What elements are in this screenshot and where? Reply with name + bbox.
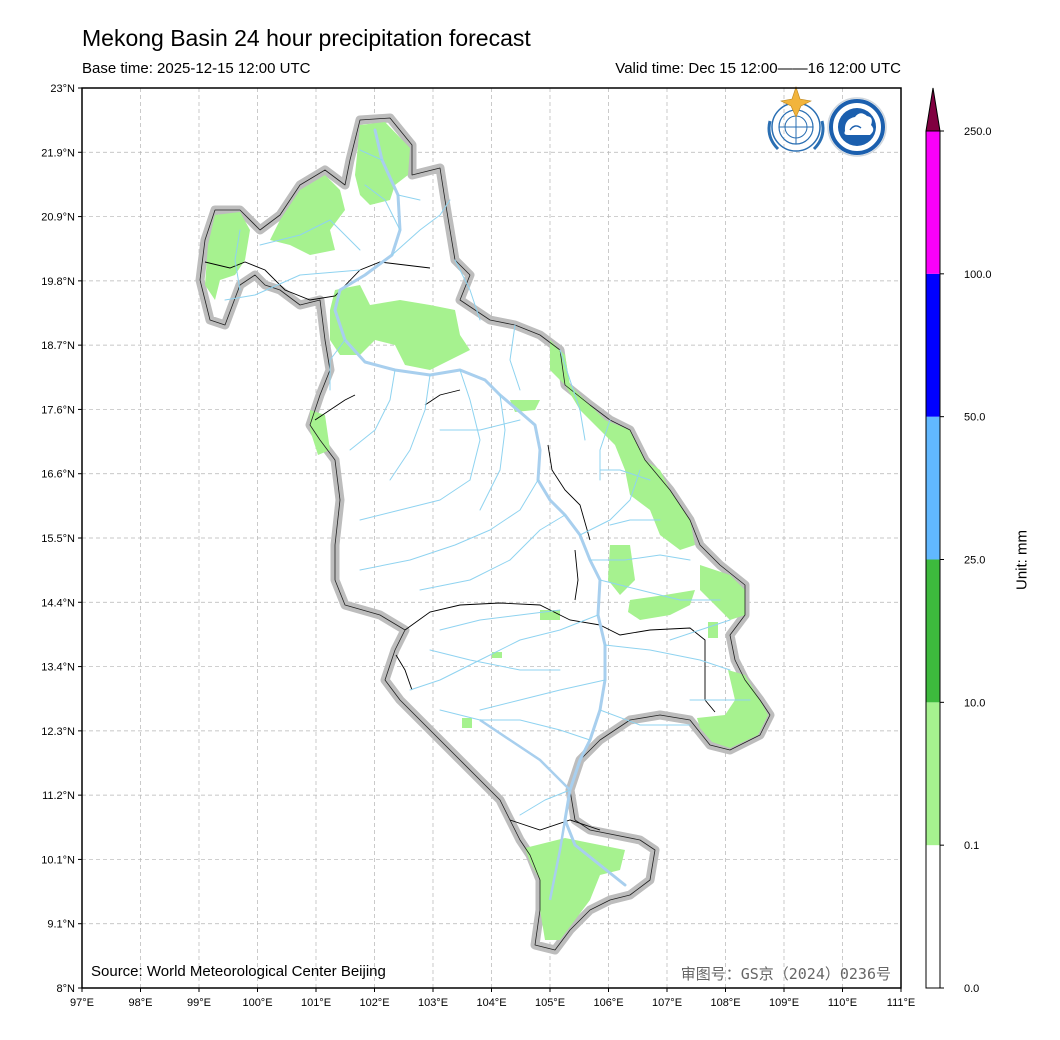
tributary-river bbox=[509, 324, 521, 391]
tributary-river bbox=[329, 339, 346, 391]
map-title: Mekong Basin 24 hour precipitation forec… bbox=[82, 25, 531, 51]
colorbar-tick-label: 0.0 bbox=[964, 983, 979, 995]
colorbar-tick-label: 250.0 bbox=[964, 126, 992, 138]
lon-tick-label: 102°E bbox=[359, 997, 389, 1009]
colorbar-bin bbox=[926, 273, 940, 417]
tributary-river bbox=[669, 619, 731, 641]
source-credit: Source: World Meteorological Center Beij… bbox=[91, 963, 386, 980]
lon-tick-label: 103°E bbox=[418, 997, 448, 1009]
colorbar-bin bbox=[926, 702, 940, 846]
tributary-river bbox=[559, 349, 586, 441]
lon-tick-label: 110°E bbox=[828, 997, 857, 1009]
tributary-river bbox=[609, 519, 661, 526]
lon-tick-label: 105°E bbox=[535, 997, 565, 1009]
tributary-river bbox=[359, 479, 471, 521]
lon-tick-label: 104°E bbox=[476, 997, 506, 1009]
tributary-river bbox=[234, 229, 241, 291]
tributary-river bbox=[364, 184, 401, 231]
lon-tick-label: 101°E bbox=[301, 997, 331, 1009]
lat-tick-label: 15.5°N bbox=[41, 533, 75, 545]
tributary-river bbox=[439, 609, 561, 631]
lon-tick-label: 97°E bbox=[70, 997, 94, 1009]
lon-tick-label: 108°E bbox=[710, 997, 740, 1009]
mekong-river bbox=[333, 128, 627, 887]
wmo-logo bbox=[767, 86, 825, 152]
tributary-rivers bbox=[224, 149, 751, 816]
colorbar-tick-label: 100.0 bbox=[964, 269, 992, 281]
lat-tick-label: 9.1°N bbox=[47, 919, 75, 931]
lon-tick-label: 111°E bbox=[887, 997, 915, 1009]
colorbar-bin bbox=[926, 416, 940, 560]
tributary-river bbox=[579, 469, 641, 536]
tributary-river bbox=[439, 419, 521, 431]
tributary-river bbox=[397, 194, 421, 201]
tributary-river bbox=[599, 469, 651, 481]
lon-tick-label: 107°E bbox=[652, 997, 682, 1009]
tributary-river bbox=[519, 789, 571, 816]
tributary-river bbox=[479, 394, 506, 511]
tributary-river bbox=[479, 679, 606, 711]
lat-tick-label: 14.4°N bbox=[41, 597, 75, 609]
tributary-river bbox=[604, 644, 731, 671]
lat-tick-label: 19.8°N bbox=[41, 276, 75, 288]
colorbar: 0.0 0.1 10.0 25.0 50.0 100.0 250.0 bbox=[925, 87, 992, 995]
lat-tick-label: 23°N bbox=[50, 83, 75, 95]
tonle-sap bbox=[479, 718, 571, 791]
precip-light-patches bbox=[205, 122, 768, 940]
tributary-river bbox=[599, 709, 691, 726]
tributary-river bbox=[429, 649, 561, 671]
lat-tick-label: 12.3°N bbox=[41, 726, 75, 738]
tributary-river bbox=[259, 219, 361, 251]
colorbar-tick-label: 10.0 bbox=[964, 697, 985, 709]
tributary-river bbox=[224, 269, 361, 301]
tributary-river bbox=[359, 149, 383, 161]
tributary-river bbox=[459, 369, 481, 481]
lat-tick-label: 17.6°N bbox=[41, 404, 75, 416]
approval-number: 审图号：GS京（2024）0236号 bbox=[680, 965, 891, 983]
lat-tick-label: 21.9°N bbox=[41, 147, 75, 159]
colorbar-tick-label: 0.1 bbox=[964, 840, 979, 852]
colorbar-tick-label: 50.0 bbox=[964, 412, 985, 424]
base-time: Base time: 2025-12-15 12:00 UTC bbox=[82, 60, 311, 77]
lat-tick-label: 11.2°N bbox=[42, 790, 75, 802]
colorbar-extend-arrow bbox=[925, 87, 941, 132]
colorbar-unit-label: Unit: mm bbox=[1013, 530, 1031, 590]
colorbar-bin bbox=[926, 559, 940, 703]
tributary-river bbox=[391, 199, 451, 256]
lat-tick-label: 10.1°N bbox=[41, 854, 75, 866]
tributary-river bbox=[589, 554, 691, 561]
tributary-river bbox=[359, 479, 539, 571]
lon-tick-label: 106°E bbox=[593, 997, 623, 1009]
lat-tick-label: 8°N bbox=[57, 983, 76, 995]
tributary-river bbox=[439, 709, 591, 741]
mekong-delta-branch bbox=[548, 819, 567, 901]
lat-tick-label: 18.7°N bbox=[41, 340, 75, 352]
tributary-river bbox=[349, 369, 396, 451]
lat-tick-label: 16.6°N bbox=[41, 469, 75, 481]
tributary-river bbox=[389, 374, 431, 481]
lon-tick-label: 109°E bbox=[769, 997, 799, 1009]
lon-tick-label: 100°E bbox=[242, 997, 272, 1009]
axis-ticks: 97°E 98°E 99°E 100°E 101°E 102°E 103°E 104°E 105… bbox=[41, 83, 915, 1009]
tributary-river bbox=[454, 259, 481, 321]
lat-tick-label: 13.4°N bbox=[41, 662, 75, 674]
colorbar-bin bbox=[926, 131, 940, 274]
lat-tick-label: 20.9°N bbox=[41, 212, 75, 224]
map-panel bbox=[81, 86, 902, 989]
lon-tick-label: 99°E bbox=[187, 997, 211, 1009]
tributary-river bbox=[599, 579, 721, 601]
colorbar-bin bbox=[926, 845, 940, 988]
tributary-river bbox=[419, 514, 566, 591]
colorbar-tick-label: 25.0 bbox=[964, 555, 985, 567]
tributary-river bbox=[409, 614, 599, 691]
lon-tick-label: 98°E bbox=[129, 997, 153, 1009]
cma-logo bbox=[827, 97, 887, 157]
valid-time: Valid time: Dec 15 12:00——16 12:00 UTC bbox=[615, 60, 901, 77]
basin-border bbox=[199, 117, 771, 951]
